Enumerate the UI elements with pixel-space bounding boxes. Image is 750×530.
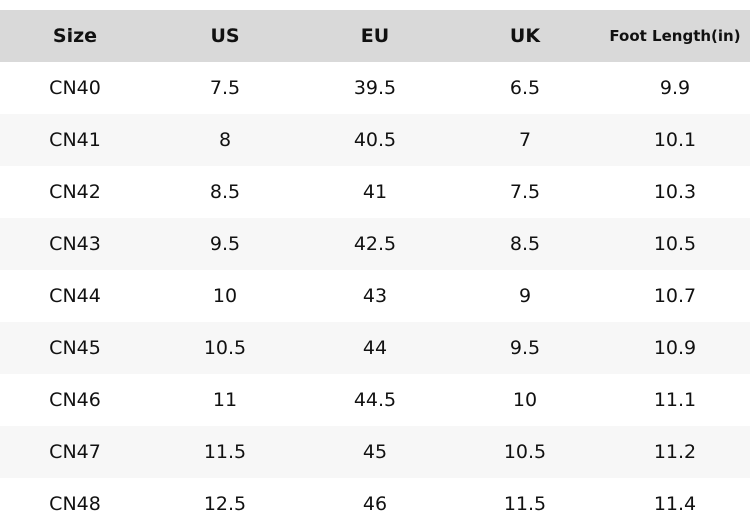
table-cell: CN48	[49, 493, 101, 515]
table-cell: 6.5	[509, 77, 541, 99]
table-cell: 9	[518, 285, 532, 307]
table-cell: 10	[212, 285, 238, 307]
table-cell: CN47	[49, 441, 101, 463]
table-cell: 11.1	[653, 389, 697, 411]
table-cell: CN45	[49, 337, 101, 359]
table-cell: 10.3	[653, 181, 697, 203]
table-cell: CN44	[49, 285, 101, 307]
size-table: Size US EU UK Foot Length(in) CN40 7.5 39.5 6.5 9…	[0, 10, 750, 530]
header-cell: EU	[360, 25, 390, 47]
table-cell: 12.5	[203, 493, 247, 515]
table-cell: 41	[362, 181, 388, 203]
table-cell: CN43	[49, 233, 101, 255]
table-cell: 44	[362, 337, 388, 359]
table-cell: 8.5	[509, 233, 541, 255]
table-cell: CN42	[49, 181, 101, 203]
table-cell: 11.5	[503, 493, 547, 515]
header-cell: UK	[509, 25, 541, 47]
table-row: CN46 11 44.5 10 11.1	[0, 374, 750, 426]
table-cell: CN46	[49, 389, 101, 411]
table-cell: CN41	[49, 129, 101, 151]
table-cell: 9.5	[209, 233, 241, 255]
table-cell: 11	[212, 389, 238, 411]
table-row: CN40 7.5 39.5 6.5 9.9	[0, 62, 750, 114]
table-cell: 40.5	[353, 129, 397, 151]
table-cell: 10.7	[653, 285, 697, 307]
table-row: CN45 10.5 44 9.5 10.9	[0, 322, 750, 374]
table-cell: 46	[362, 493, 388, 515]
table-cell: 10	[512, 389, 538, 411]
table-cell: 7.5	[209, 77, 241, 99]
table-cell: 43	[362, 285, 388, 307]
table-cell: 10.1	[653, 129, 697, 151]
table-cell: 8	[218, 129, 232, 151]
table-cell: 10.9	[653, 337, 697, 359]
table-cell: 42.5	[353, 233, 397, 255]
table-cell: 9.5	[509, 337, 541, 359]
table-cell: 8.5	[209, 181, 241, 203]
table-cell: 10.5	[203, 337, 247, 359]
table-row: CN41 8 40.5 7 10.1	[0, 114, 750, 166]
table-row: CN47 11.5 45 10.5 11.2	[0, 426, 750, 478]
table-cell: 10.5	[653, 233, 697, 255]
table-row: CN42 8.5 41 7.5 10.3	[0, 166, 750, 218]
header-cell: Size	[52, 25, 98, 47]
table-cell: 44.5	[353, 389, 397, 411]
table-cell: 7.5	[509, 181, 541, 203]
table-row: CN43 9.5 42.5 8.5 10.5	[0, 218, 750, 270]
header-cell: Foot Length(in)	[609, 27, 741, 45]
table-cell: 10.5	[503, 441, 547, 463]
header-row: Size US EU UK Foot Length(in)	[0, 10, 750, 62]
header-cell: US	[210, 25, 240, 47]
table-cell: 11.4	[653, 493, 697, 515]
table-cell: 39.5	[353, 77, 397, 99]
table-cell: 7	[518, 129, 532, 151]
table-cell: CN40	[49, 77, 101, 99]
table-cell: 45	[362, 441, 388, 463]
table-cell: 9.9	[659, 77, 691, 99]
table-row: CN48 12.5 46 11.5 11.4	[0, 478, 750, 530]
table-cell: 11.5	[203, 441, 247, 463]
table-cell: 11.2	[653, 441, 697, 463]
table-row: CN44 10 43 9 10.7	[0, 270, 750, 322]
